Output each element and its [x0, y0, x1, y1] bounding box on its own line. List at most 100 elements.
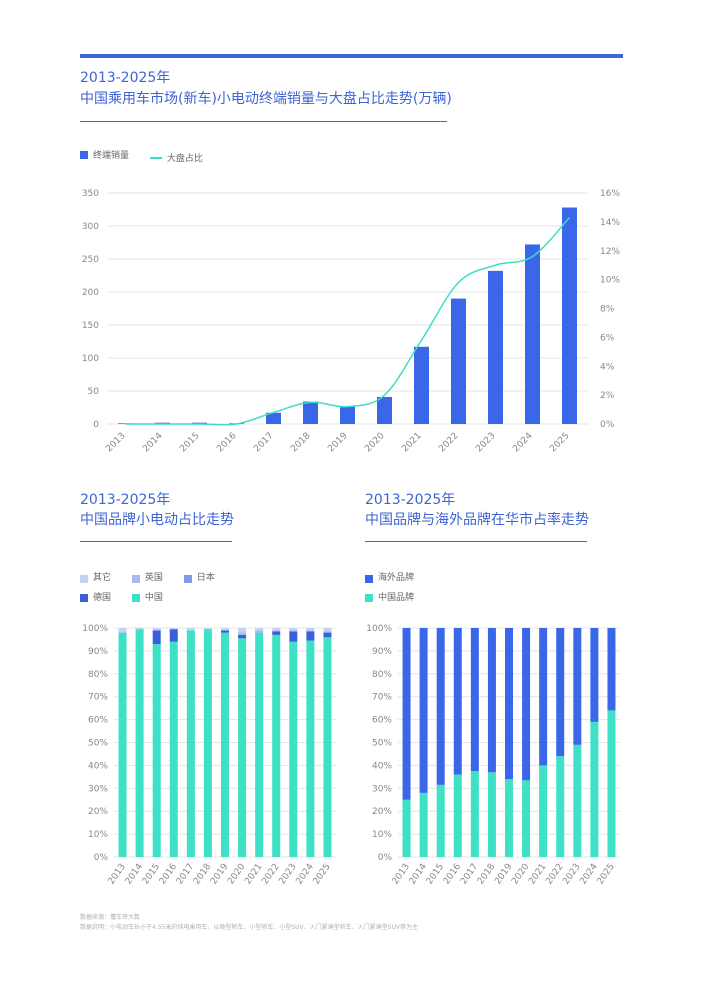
c3-xtick-label: 2023	[561, 862, 582, 886]
c3-bar-2015-中国品牌	[436, 784, 445, 857]
c2-xtick-label: 2023	[277, 862, 298, 886]
c2-xtick-label: 2015	[141, 862, 162, 886]
c2-bar-2022-德国	[272, 631, 281, 635]
c2-ytick-label: 40%	[88, 761, 108, 771]
c3-bar-2014-海外品牌	[419, 628, 428, 793]
c3-bar-2024-海外品牌	[590, 628, 599, 722]
top-accent-bar	[80, 54, 623, 58]
c1-bar-2019	[340, 406, 355, 424]
chart3-title-line1: 2013-2025年	[365, 492, 456, 508]
c2-ytick-label: 50%	[88, 739, 108, 749]
c1-ytick-label: 350	[82, 189, 99, 199]
c1-bar-2021	[414, 346, 429, 424]
c2-bar-2013-其它	[118, 628, 127, 633]
legend-swatch-uk	[131, 574, 140, 583]
c3-xtick-label: 2017	[459, 862, 480, 886]
c2-bar-2014-其它	[135, 628, 144, 630]
c2-bar-2024-德国	[306, 631, 315, 641]
c2-bar-2024-英国	[306, 630, 315, 632]
c3-bar-2018-中国品牌	[487, 772, 496, 857]
c2-bar-2017-其它	[186, 628, 195, 631]
legend-label-china: 中国	[144, 592, 163, 603]
c2-bar-2015-中国	[152, 644, 161, 857]
c2-bar-2018-中国	[203, 629, 212, 857]
c2-bar-2020-中国	[238, 638, 247, 857]
legend-swatch-overseas	[365, 574, 373, 583]
c2-bar-2016-其它	[169, 628, 178, 630]
c1-xtick-label: 2017	[252, 431, 275, 454]
legend-item-other: 其它	[80, 570, 111, 587]
c3-bar-2013-中国品牌	[402, 799, 411, 857]
c3-ytick-label: 90%	[372, 647, 392, 657]
c1-bar-2022	[451, 298, 466, 424]
c1-xtick-label: 2015	[178, 431, 201, 454]
c2-bar-2015-其它	[152, 628, 161, 631]
c1-xtick-label: 2019	[326, 431, 349, 454]
c3-bar-2022-海外品牌	[556, 628, 565, 757]
c1-y2tick-label: 0%	[600, 420, 615, 430]
c2-bar-2020-英国	[238, 632, 247, 635]
c1-bar-2017	[266, 412, 281, 424]
c3-ytick-label: 60%	[372, 716, 392, 726]
chart1-title-line2: 中国乘用车市场(新车)小电动终端销量与大盘占比走势(万辆)	[80, 91, 452, 107]
c3-bar-2017-海外品牌	[470, 628, 479, 772]
c2-bar-2024-中国	[306, 640, 315, 857]
c2-bar-2019-德国	[221, 630, 229, 633]
legend-item-sales: 终端销量	[80, 148, 129, 161]
c3-xtick-label: 2021	[527, 862, 548, 886]
legend-item-japan: 日本	[183, 570, 215, 587]
legend-label-share: 大盘占比	[166, 154, 203, 164]
c1-y2tick-label: 6%	[600, 333, 615, 343]
c3-bar-2014-中国品牌	[419, 792, 428, 857]
legend-swatch-sales	[80, 150, 88, 159]
c2-ytick-label: 90%	[88, 647, 108, 657]
c2-bar-2023-英国	[289, 630, 298, 632]
c3-bar-2021-中国品牌	[539, 765, 548, 857]
legend-item-uk: 英国	[131, 570, 163, 587]
c3-bar-2023-中国品牌	[573, 744, 582, 857]
c1-ytick-label: 50	[88, 387, 100, 397]
c2-xtick-label: 2013	[107, 862, 128, 886]
c1-ytick-label: 200	[82, 288, 99, 298]
c1-y2tick-label: 14%	[600, 218, 620, 228]
c3-xtick-label: 2015	[425, 862, 446, 886]
c3-bar-2016-中国品牌	[453, 774, 462, 857]
c3-bar-2015-海外品牌	[436, 628, 445, 785]
c2-bar-2017-中国	[186, 630, 195, 857]
c1-xtick-label: 2023	[474, 431, 497, 454]
c3-ytick-label: 0%	[378, 853, 393, 863]
legend-swatch-china-brand	[365, 594, 373, 602]
c3-bar-2020-中国品牌	[522, 780, 531, 857]
c1-xtick-label: 2018	[289, 431, 312, 454]
footer-note: 数据说明：小电动车长小于4.55米的纯电乘用车，以微型轿车、小型轿车、小型SUV…	[80, 924, 418, 931]
chart1-legend: 终端销量 大盘占比	[80, 148, 221, 164]
c2-bar-2016-中国	[169, 641, 178, 857]
c1-y2tick-label: 12%	[600, 247, 620, 257]
chart1-title-line1: 2013-2025年	[80, 70, 171, 86]
c1-bar-2020	[377, 396, 392, 424]
c2-bar-2014-中国	[135, 629, 144, 857]
c1-y2tick-label: 10%	[600, 276, 620, 286]
c2-bar-2018-其它	[203, 628, 212, 630]
c2-bar-2024-其它	[306, 628, 315, 631]
chart3-title-line2: 中国品牌与海外品牌在华市占率走势	[365, 512, 589, 528]
c3-ytick-label: 30%	[372, 784, 392, 794]
c2-bar-2013-中国	[118, 632, 127, 857]
legend-label-overseas: 海外品牌	[378, 573, 415, 583]
c2-ytick-label: 10%	[88, 830, 108, 840]
legend-swatch-germany	[80, 594, 88, 602]
c2-bar-2019-中国	[221, 632, 229, 857]
c2-bar-2022-英国	[272, 630, 281, 632]
c2-ytick-label: 60%	[88, 716, 108, 726]
c2-bar-2021-中国	[255, 632, 264, 857]
c1-bar-2025	[562, 207, 577, 424]
c3-bar-2025-海外品牌	[607, 628, 616, 711]
c3-xtick-label: 2025	[596, 862, 617, 886]
chart2-title-underline	[80, 541, 232, 542]
chart2-title-line1: 2013-2025年	[80, 492, 171, 508]
c2-bar-2020-德国	[238, 634, 247, 639]
c2-xtick-label: 2025	[312, 862, 333, 886]
c3-ytick-label: 100%	[366, 624, 392, 634]
c3-bar-2025-中国品牌	[607, 710, 616, 857]
c1-ytick-label: 300	[82, 222, 99, 232]
